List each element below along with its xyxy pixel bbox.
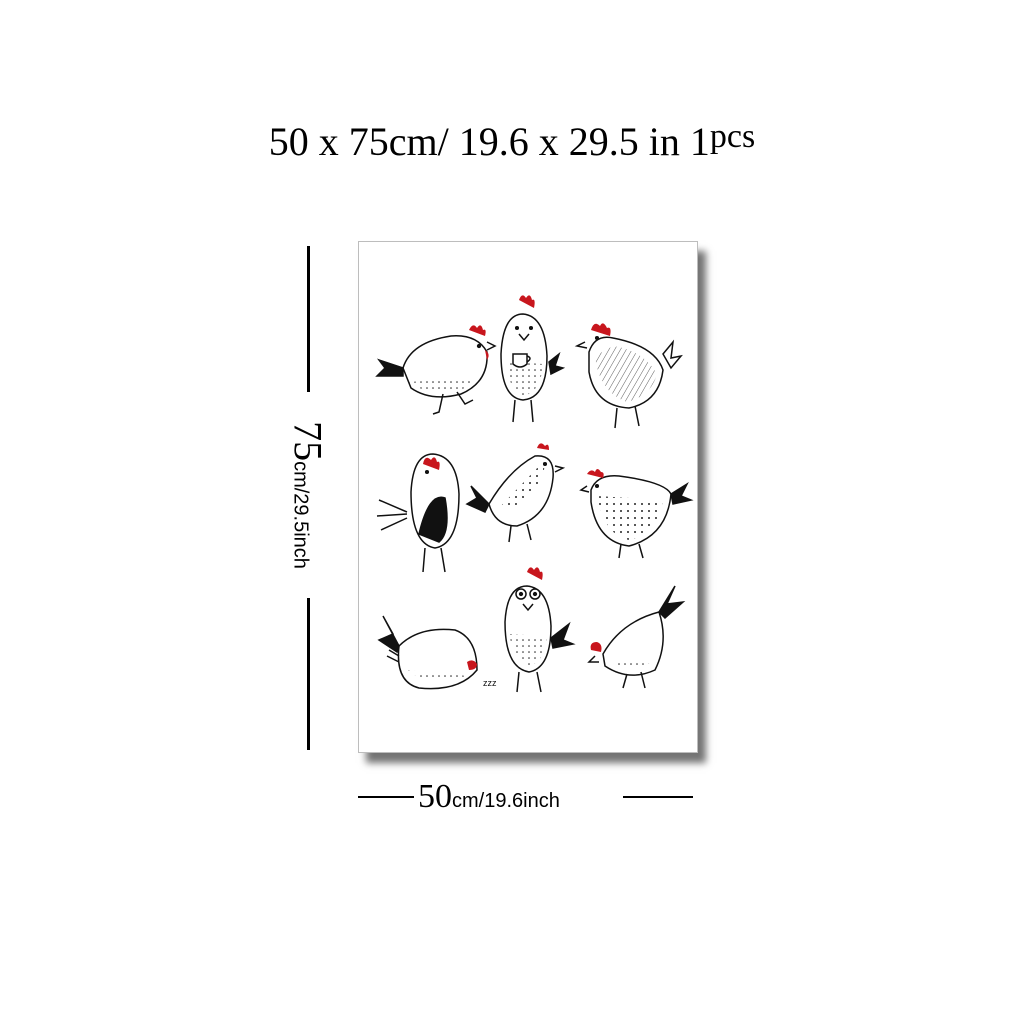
height-unit: cm/29.5inch: [289, 461, 312, 569]
chicken-with-cup: [500, 295, 566, 423]
chicken-round-dotted: [579, 469, 694, 559]
width-value: 50: [418, 778, 452, 815]
quantity-unit: pcs: [709, 118, 756, 155]
size-title: 50 x 75cm/ 19.6 x 29.5 in 1pcs: [0, 118, 1024, 165]
chicken-pecking: [587, 585, 686, 689]
height-dimension-line-bottom: [307, 598, 310, 750]
chicken-sleeping: zzz: [377, 615, 497, 690]
size-cm-value: 50 x 75: [268, 119, 389, 164]
width-dimension-line-right: [623, 796, 693, 798]
width-dimension-label: 50cm/19.6inch: [418, 778, 560, 816]
chicken-with-glasses: [504, 567, 576, 693]
width-dimension-line-left: [358, 796, 414, 798]
height-dimension-line-top: [307, 246, 310, 392]
zzz-text: zzz: [483, 678, 497, 688]
chicken-dotted-center: [465, 443, 566, 543]
height-value: 75: [285, 421, 331, 462]
height-dimension-label: 75cm/29.5inch: [285, 421, 332, 569]
chicken-with-feathers: [376, 453, 460, 573]
size-inch-value: 19.6 x 29.5 in: [458, 119, 680, 164]
chicken-artwork: zzz: [375, 295, 694, 693]
chicken-running: [375, 325, 497, 415]
quantity-value: 1: [689, 119, 710, 164]
chicken-striped: [574, 323, 683, 429]
size-cm-unit: cm/: [388, 119, 449, 164]
canvas-poster: zzz: [358, 241, 698, 753]
width-unit: cm/19.6inch: [452, 790, 560, 812]
